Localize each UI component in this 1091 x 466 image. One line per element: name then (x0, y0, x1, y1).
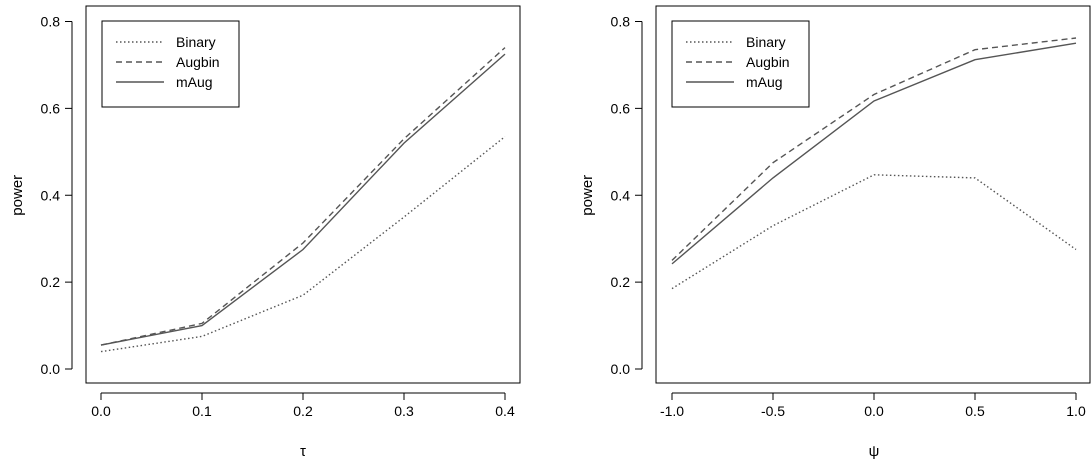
series-line-augbin (671, 37, 1077, 261)
x-tick-label: 0.4 (495, 403, 515, 419)
y-tick-label: 0.0 (41, 361, 61, 377)
x-tick-label: 0.1 (192, 403, 212, 419)
series-line-binary (671, 174, 1077, 290)
y-tick-label: 0.4 (41, 187, 61, 203)
legend-label-augbin: Augbin (746, 54, 790, 70)
y-tick-label: 0.2 (611, 274, 631, 290)
y-axis: 0.0 0.2 0.4 0.6 0.8 power (9, 14, 73, 377)
plot-area-box (655, 5, 1091, 384)
legend-label-maug: mAug (746, 74, 783, 90)
legend: Binary Augbin mAug (101, 20, 240, 108)
y-axis-title: power (579, 175, 596, 216)
y-tick-label: 0.4 (611, 187, 631, 203)
x-axis-title: τ (300, 443, 306, 460)
y-axis: 0.0 0.2 0.4 0.6 0.8 power (579, 14, 643, 377)
x-tick-label: 0.0 (864, 403, 884, 419)
series-line-augbin (100, 47, 506, 346)
chart-panel-2: -1.0 -0.5 0.0 0.5 1.0 ψ 0.0 0.2 0.4 0.6 0.8 power Bi… (579, 5, 1091, 460)
x-tick-label: 0.5 (965, 403, 985, 419)
chart-panel-1: 0.0 0.1 0.2 0.3 0.4 τ 0.0 0.2 0.4 0.6 0.8 power Bina… (9, 5, 521, 460)
plot-area-box (85, 5, 521, 384)
legend-label-augbin: Augbin (176, 54, 220, 70)
x-tick-label: 1.0 (1066, 403, 1086, 419)
y-tick-label: 0.2 (41, 274, 61, 290)
legend-label-binary: Binary (176, 34, 216, 50)
legend-box (671, 20, 810, 108)
y-axis-title: power (9, 175, 26, 216)
x-axis: 0.0 0.1 0.2 0.3 0.4 τ (91, 392, 515, 460)
y-tick-label: 0.6 (41, 100, 61, 116)
x-tick-label: -0.5 (761, 403, 785, 419)
y-tick-label: 0.8 (41, 14, 61, 30)
y-tick-label: 0.0 (611, 361, 631, 377)
legend: Binary Augbin mAug (671, 20, 810, 108)
legend-box (101, 20, 240, 108)
x-axis-title: ψ (869, 443, 880, 460)
series-line-maug (671, 42, 1077, 265)
legend-label-binary: Binary (746, 34, 786, 50)
x-tick-label: 0.2 (293, 403, 313, 419)
series-line-maug (100, 53, 506, 346)
x-tick-label: 0.3 (394, 403, 414, 419)
x-tick-label: -1.0 (660, 403, 684, 419)
legend-label-maug: mAug (176, 74, 213, 90)
y-tick-label: 0.6 (611, 100, 631, 116)
x-axis: -1.0 -0.5 0.0 0.5 1.0 ψ (660, 392, 1086, 460)
series-line-binary (100, 136, 506, 353)
x-tick-label: 0.0 (91, 403, 111, 419)
y-tick-label: 0.8 (611, 14, 631, 30)
